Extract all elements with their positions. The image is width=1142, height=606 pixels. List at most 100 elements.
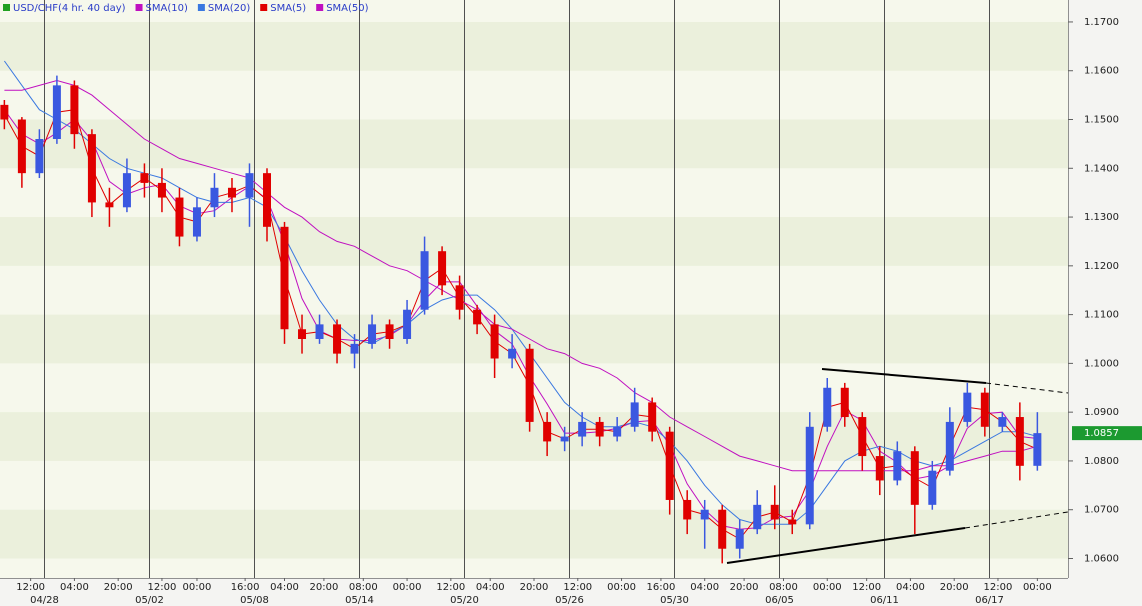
candle-body [157, 182, 166, 198]
date-label: 05/20 [450, 595, 479, 606]
date-label: 05/26 [555, 595, 584, 606]
y-tick-label: 1.1700 [1084, 17, 1119, 28]
candle-body [490, 324, 499, 359]
x-tick-label: 12:00 [852, 582, 881, 593]
candle-body [858, 417, 867, 457]
y-tick-label: 1.0900 [1084, 407, 1119, 418]
x-tick-label: 04:00 [476, 582, 505, 593]
date-label: 06/05 [765, 595, 794, 606]
x-tick-label: 04:00 [270, 582, 299, 593]
x-tick-label: 08:00 [349, 582, 378, 593]
x-tick-label: 04:00 [60, 582, 89, 593]
x-tick-label: 00:00 [393, 582, 422, 593]
grid-band [0, 21, 1068, 71]
candle-body [192, 207, 201, 237]
y-tick-label: 1.1000 [1084, 358, 1119, 369]
trendline [726, 527, 966, 564]
candle-body [700, 509, 709, 520]
x-tick-label: 20:00 [309, 582, 338, 593]
candle-body [893, 451, 902, 481]
x-tick-label: 12:00 [16, 582, 45, 593]
legend-swatch [197, 4, 205, 11]
last-price-label: 1.0857 [1084, 428, 1119, 439]
x-tick-label: 20:00 [104, 582, 133, 593]
candle-body [263, 173, 271, 227]
legend-label: SMA(10) [146, 3, 188, 14]
candle-body [998, 417, 1007, 427]
date-label: 05/08 [240, 595, 269, 606]
candle-body [105, 202, 114, 208]
legend-swatch [3, 4, 10, 11]
date-label: 05/14 [345, 595, 374, 606]
candle-body [980, 392, 989, 427]
legend-label: SMA(20) [208, 3, 250, 14]
x-tick-label: 04:00 [690, 582, 719, 593]
x-tick-label: 20:00 [520, 582, 549, 593]
grid-band [0, 412, 1068, 461]
candle-body [770, 504, 779, 520]
candle-body [315, 324, 324, 339]
candle-body [368, 324, 377, 344]
x-tick-label: 00:00 [607, 582, 636, 593]
candle-body [385, 324, 394, 339]
y-tick-label: 1.0800 [1084, 456, 1119, 467]
date-label: 06/17 [975, 595, 1004, 606]
x-tick-label: 12:00 [436, 582, 465, 593]
candle-body [963, 392, 972, 422]
candle-body [455, 285, 464, 310]
chart-title: USD/CHF(4 hr. 40 day) [13, 3, 126, 14]
y-tick-label: 1.0700 [1084, 505, 1119, 516]
candle-body [683, 499, 692, 520]
candle-body [560, 436, 569, 442]
grid-band [0, 509, 1068, 559]
candle-body [227, 187, 236, 198]
x-tick-label: 20:00 [940, 582, 969, 593]
x-tick-label: 04:00 [896, 582, 925, 593]
candle-body [543, 421, 552, 442]
candle-body [508, 348, 517, 359]
plot-area [0, 0, 1068, 578]
x-tick-label: 16:00 [231, 582, 260, 593]
x-tick-label: 00:00 [813, 582, 842, 593]
y-tick-label: 1.0600 [1084, 553, 1119, 564]
candle-body [403, 309, 412, 339]
candle-body [438, 251, 447, 286]
candle-body [0, 104, 9, 120]
candle-body [613, 426, 622, 437]
candle-body [823, 387, 832, 427]
candle-body [875, 456, 884, 481]
x-tick-label: 12:00 [563, 582, 592, 593]
x-tick-label: 00:00 [1023, 582, 1052, 593]
legend-swatch [316, 4, 324, 11]
candle-body [648, 402, 657, 432]
y-tick-label: 1.1400 [1084, 163, 1119, 174]
candle-body [17, 119, 26, 174]
axis-area [0, 578, 1068, 606]
candle-body [175, 197, 184, 237]
candle-body [333, 324, 342, 354]
candle-body [122, 173, 131, 208]
candle-body [718, 509, 727, 549]
candle-body [788, 519, 797, 525]
candle-body [595, 421, 604, 437]
x-tick-label: 08:00 [769, 582, 798, 593]
last-price-box [1072, 426, 1142, 441]
candle-body [735, 529, 744, 549]
sma-line [4, 79, 1038, 472]
y-tick-label: 1.1200 [1084, 261, 1119, 272]
candle-body [928, 470, 937, 505]
grid-band [0, 217, 1068, 266]
candle-body [52, 85, 61, 140]
candle-body [280, 226, 289, 330]
candle-body [473, 309, 482, 325]
candle-body [70, 85, 79, 135]
candle-body [1015, 417, 1024, 466]
grid-band [0, 314, 1068, 364]
candle-body [420, 251, 429, 310]
legend-label: SMA(50) [326, 3, 368, 14]
y-tick-label: 1.1600 [1084, 66, 1119, 77]
candle-body [350, 343, 359, 354]
legend-swatch [135, 4, 143, 11]
date-label: 06/11 [870, 595, 899, 606]
